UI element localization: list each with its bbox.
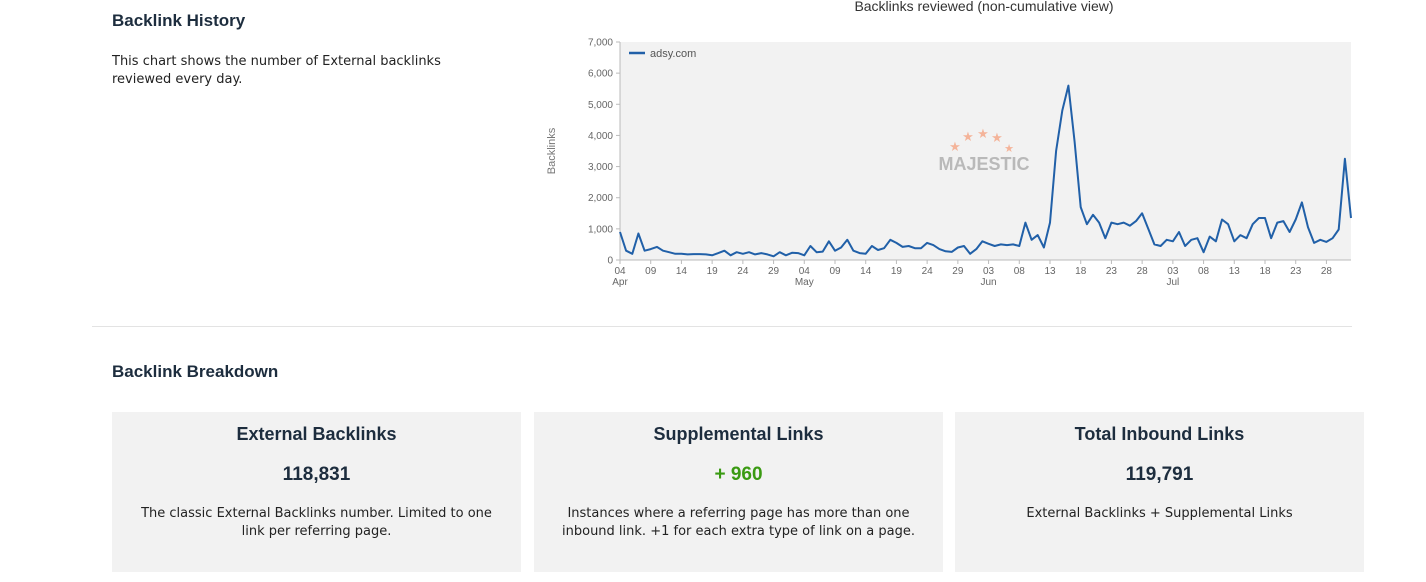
x-tick-label: 04 xyxy=(614,266,626,277)
x-tick-label: 14 xyxy=(676,266,688,277)
x-tick-label: 28 xyxy=(1321,266,1333,277)
star-icon: ★ xyxy=(949,139,961,154)
star-icon: ★ xyxy=(977,126,989,141)
x-tick-month-label: Jun xyxy=(981,277,997,288)
x-tick-label: 09 xyxy=(645,266,657,277)
total-inbound-links-card: Total Inbound Links 119,791 External Bac… xyxy=(955,412,1364,572)
y-tick-label: 7,000 xyxy=(588,38,613,49)
x-tick-month-label: May xyxy=(795,277,814,288)
star-icon: ★ xyxy=(962,129,974,144)
x-tick-label: 09 xyxy=(829,266,841,277)
y-axis-ticks: 0 1,000 2,000 3,000 4,000 5,000 6,000 7,000 xyxy=(588,38,620,267)
backlink-breakdown-title: Backlink Breakdown xyxy=(112,362,279,381)
series-line xyxy=(619,84,1352,258)
y-tick-label: 0 xyxy=(607,256,613,267)
majestic-watermark: ★ ★ ★ ★ ★ MAJESTIC xyxy=(938,126,1029,174)
x-tick-label: 19 xyxy=(891,266,903,277)
card-description: Instances where a referring page has mor… xyxy=(562,506,915,539)
chart-title: Backlinks reviewed (non-cumulative view) xyxy=(854,0,1113,14)
backlinks-chart: Backlinks reviewed (non-cumulative view)… xyxy=(540,0,1360,300)
legend-label: adsy.com xyxy=(650,48,696,60)
section-divider xyxy=(92,326,1352,327)
series-group xyxy=(619,84,1352,258)
x-tick-month-label: Jul xyxy=(1166,277,1179,288)
star-icon: ★ xyxy=(991,130,1003,145)
x-tick-label: 18 xyxy=(1259,266,1271,277)
star-icon: ★ xyxy=(1004,143,1014,155)
x-tick-month-label: Apr xyxy=(612,277,628,288)
plot-area xyxy=(620,42,1351,260)
x-tick-label: 23 xyxy=(1106,266,1118,277)
card-description: The classic External Backlinks number. L… xyxy=(141,506,492,539)
y-tick-label: 3,000 xyxy=(588,162,613,173)
x-tick-label: 03 xyxy=(983,266,995,277)
x-tick-label: 29 xyxy=(768,266,780,277)
x-tick-label: 19 xyxy=(707,266,719,277)
card-value: 118,831 xyxy=(282,464,351,485)
backlink-history-title: Backlink History xyxy=(112,11,246,30)
x-tick-label: 03 xyxy=(1167,266,1179,277)
card-description: External Backlinks + Supplemental Links xyxy=(1026,506,1293,521)
card-title: Total Inbound Links xyxy=(1074,424,1245,444)
backlink-history-description: This chart shows the number of External … xyxy=(112,54,441,87)
x-tick-label: 28 xyxy=(1137,266,1149,277)
x-tick-label: 18 xyxy=(1075,266,1087,277)
y-tick-label: 6,000 xyxy=(588,69,613,80)
x-tick-label: 24 xyxy=(922,266,934,277)
card-value: + 960 xyxy=(714,464,763,485)
x-tick-label: 14 xyxy=(860,266,872,277)
y-tick-label: 1,000 xyxy=(588,224,613,235)
y-tick-label: 2,000 xyxy=(588,193,613,204)
y-tick-label: 5,000 xyxy=(588,100,613,111)
x-tick-label: 04 xyxy=(799,266,811,277)
backlinks-chart-svg: Backlinks reviewed (non-cumulative view)… xyxy=(546,0,1352,288)
x-tick-label: 08 xyxy=(1014,266,1026,277)
legend[interactable]: adsy.com xyxy=(629,48,696,60)
external-backlinks-card: External Backlinks 118,831 The classic E… xyxy=(112,412,521,572)
x-tick-label: 24 xyxy=(737,266,749,277)
card-title: External Backlinks xyxy=(236,424,397,444)
x-tick-label: 23 xyxy=(1290,266,1302,277)
y-tick-label: 4,000 xyxy=(588,131,613,142)
x-tick-label: 29 xyxy=(952,266,964,277)
x-tick-label: 13 xyxy=(1044,266,1056,277)
card-title: Supplemental Links xyxy=(653,424,824,444)
y-axis-label: Backlinks xyxy=(546,127,558,174)
card-value: 119,791 xyxy=(1125,464,1194,485)
x-tick-label: 13 xyxy=(1229,266,1241,277)
watermark-text: MAJESTIC xyxy=(938,154,1029,174)
x-tick-label: 08 xyxy=(1198,266,1210,277)
supplemental-links-card: Supplemental Links + 960 Instances where… xyxy=(534,412,943,572)
